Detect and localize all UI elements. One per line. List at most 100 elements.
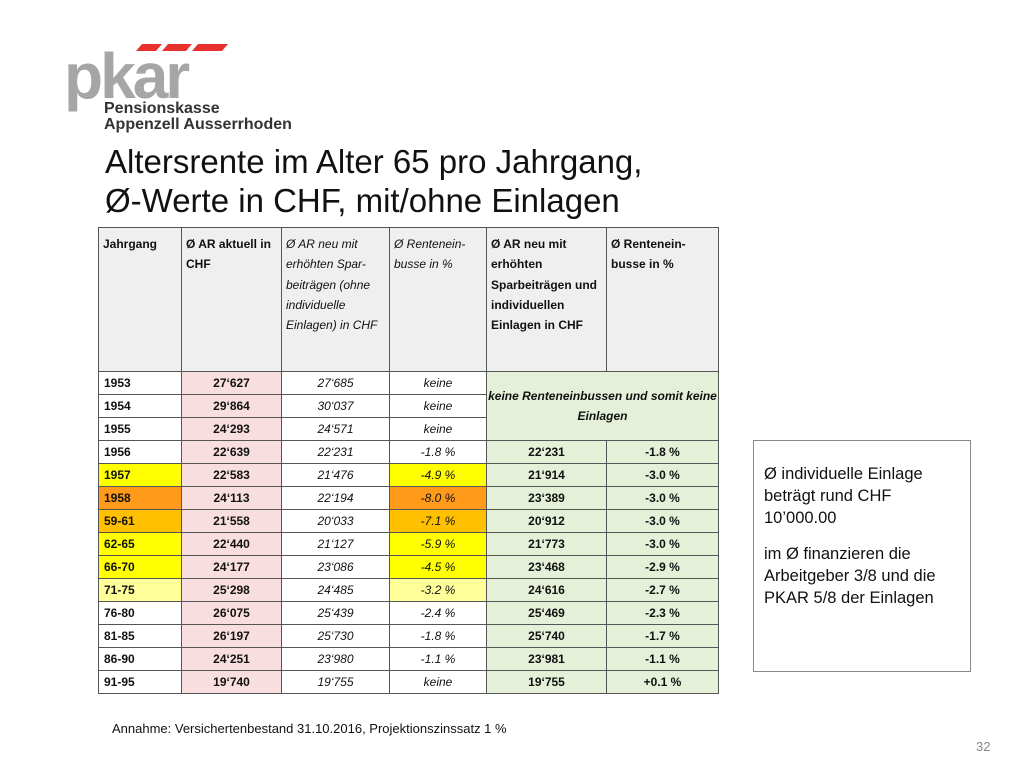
cell-ar-einlagen: 21‘773 <box>486 532 607 556</box>
cell-ar-einlagen: 22‘231 <box>486 440 607 464</box>
cell-ar-neu: 22‘194 <box>281 486 390 510</box>
cell-einbusse: keine <box>389 670 487 694</box>
cell-ar-aktuell: 24‘293 <box>181 417 282 441</box>
cell-ar-neu: 21‘127 <box>281 532 390 556</box>
cell-einbusse-2: -3.0 % <box>606 532 719 556</box>
cell-jahrgang: 81-85 <box>98 624 182 648</box>
cell-jahrgang: 91-95 <box>98 670 182 694</box>
cell-jahrgang: 66-70 <box>98 555 182 579</box>
table-row: 1953 27‘627 27‘685 keine keine Renteneinbuss… <box>98 371 719 441</box>
table-body: 1953 27‘627 27‘685 keine keine Renteneinbuss… <box>98 371 719 694</box>
logo: pkar Pensionskasse Appenzell Ausserrhode… <box>64 40 294 140</box>
cell-ar-einlagen: 20‘912 <box>486 509 607 533</box>
cell-ar-neu: 27‘685 <box>281 371 390 395</box>
cell-einbusse: -4.5 % <box>389 555 487 579</box>
header-ar-einlagen: Ø AR neu mit erhöhten Sparbeiträgen und … <box>486 227 607 372</box>
cell-ar-aktuell: 22‘639 <box>181 440 282 464</box>
cell-einbusse: -4.9 % <box>389 463 487 487</box>
title-line-1: Altersrente im Alter 65 pro Jahrgang, <box>105 143 643 180</box>
cell-jahrgang: 1957 <box>98 463 182 487</box>
cell-einbusse: -2.4 % <box>389 601 487 625</box>
cell-ar-aktuell: 24‘177 <box>181 555 282 579</box>
cell-einbusse: keine <box>389 371 487 395</box>
cell-ar-aktuell: 25‘298 <box>181 578 282 602</box>
page-number: 32 <box>976 739 991 754</box>
cell-ar-neu: 25‘730 <box>281 624 390 648</box>
table-row: 76-80 26‘075 25‘439 -2.4 % 25‘469 -2.3 % <box>98 601 719 625</box>
cell-ar-neu: 24‘485 <box>281 578 390 602</box>
cell-ar-aktuell: 22‘440 <box>181 532 282 556</box>
cell-einbusse-2: -1.8 % <box>606 440 719 464</box>
cell-einbusse: -1.1 % <box>389 647 487 671</box>
cell-ar-aktuell: 27‘627 <box>181 371 282 395</box>
cell-einbusse: -8.0 % <box>389 486 487 510</box>
header-einbusse-2: Ø Rentenein-busse in % <box>606 227 719 372</box>
cell-einbusse-2: -2.7 % <box>606 578 719 602</box>
table-row: 62-65 22‘440 21‘127 -5.9 % 21‘773 -3.0 % <box>98 532 719 556</box>
cell-ar-einlagen: 19‘755 <box>486 670 607 694</box>
table-row: 91-95 19‘740 19‘755 keine 19‘755 +0.1 % <box>98 670 719 694</box>
cell-einbusse-2: -2.3 % <box>606 601 719 625</box>
table-row: 1957 22‘583 21‘476 -4.9 % 21‘914 -3.0 % <box>98 463 719 487</box>
cell-einbusse: -3.2 % <box>389 578 487 602</box>
cell-einbusse-2: +0.1 % <box>606 670 719 694</box>
cell-einbusse: -1.8 % <box>389 440 487 464</box>
pension-table: Jahrgang Ø AR aktuell in CHF Ø AR neu mi… <box>98 227 719 694</box>
cell-ar-neu: 20‘033 <box>281 509 390 533</box>
cell-einbusse-2: -2.9 % <box>606 555 719 579</box>
table-row: 1958 24‘113 22‘194 -8.0 % 23‘389 -3.0 % <box>98 486 719 510</box>
info-box-paragraph-2: im Ø finanzieren die Arbeitgeber 3/8 und… <box>764 545 936 607</box>
cell-ar-neu: 23‘980 <box>281 647 390 671</box>
cell-einbusse-2: -1.7 % <box>606 624 719 648</box>
table-row: 86-90 24‘251 23‘980 -1.1 % 23‘981 -1.1 % <box>98 647 719 671</box>
cell-ar-einlagen: 23‘468 <box>486 555 607 579</box>
info-box-paragraph-1: Ø individuelle Einlage beträgt rund CHF … <box>764 465 923 527</box>
table-row: 81-85 26‘197 25‘730 -1.8 % 25‘740 -1.7 % <box>98 624 719 648</box>
cell-ar-einlagen: 25‘469 <box>486 601 607 625</box>
cell-ar-einlagen: 25‘740 <box>486 624 607 648</box>
cell-ar-neu: 21‘476 <box>281 463 390 487</box>
cell-einbusse-2: -3.0 % <box>606 463 719 487</box>
cell-ar-neu: 22‘231 <box>281 440 390 464</box>
cell-einbusse-2: -1.1 % <box>606 647 719 671</box>
cell-ar-neu: 24‘571 <box>281 417 390 441</box>
cell-ar-aktuell: 24‘251 <box>181 647 282 671</box>
page-title: Altersrente im Alter 65 pro Jahrgang, Ø-… <box>105 142 745 220</box>
logo-line-2: Appenzell Ausserrhoden <box>104 116 292 133</box>
cell-einbusse: -1.8 % <box>389 624 487 648</box>
cell-ar-neu: 19‘755 <box>281 670 390 694</box>
cell-einbusse: keine <box>389 417 487 441</box>
cell-einbusse-2: -3.0 % <box>606 486 719 510</box>
cell-jahrgang: 59-61 <box>98 509 182 533</box>
merged-note-cell: keine Renteneinbussen und somit keine Ei… <box>486 371 719 441</box>
cell-ar-aktuell: 29‘864 <box>181 394 282 418</box>
logo-line-1: Pensionskasse <box>104 100 220 117</box>
cell-jahrgang: 76-80 <box>98 601 182 625</box>
header-ar-neu: Ø AR neu mit erhöhten Spar-beiträgen (oh… <box>281 227 390 372</box>
cell-ar-einlagen: 24‘616 <box>486 578 607 602</box>
header-einbusse: Ø Rentenein-busse in % <box>389 227 487 372</box>
cell-ar-aktuell: 24‘113 <box>181 486 282 510</box>
info-box: Ø individuelle Einlage beträgt rund CHF … <box>753 440 971 672</box>
cell-ar-neu: 30‘037 <box>281 394 390 418</box>
table-row: 1956 22‘639 22‘231 -1.8 % 22‘231 -1.8 % <box>98 440 719 464</box>
pkar-logo-mark: pkar <box>64 40 228 112</box>
cell-einbusse-2: -3.0 % <box>606 509 719 533</box>
table-header-row: Jahrgang Ø AR aktuell in CHF Ø AR neu mi… <box>98 227 719 372</box>
table-row: 71-75 25‘298 24‘485 -3.2 % 24‘616 -2.7 % <box>98 578 719 602</box>
cell-ar-aktuell: 21‘558 <box>181 509 282 533</box>
cell-ar-aktuell: 19‘740 <box>181 670 282 694</box>
cell-jahrgang: 1953 <box>98 371 182 395</box>
cell-jahrgang: 86-90 <box>98 647 182 671</box>
table-row: 66-70 24‘177 23‘086 -4.5 % 23‘468 -2.9 % <box>98 555 719 579</box>
cell-ar-aktuell: 22‘583 <box>181 463 282 487</box>
logo-red-dash <box>136 44 162 51</box>
cell-ar-neu: 23‘086 <box>281 555 390 579</box>
cell-ar-aktuell: 26‘075 <box>181 601 282 625</box>
footnote: Annahme: Versichertenbestand 31.10.2016,… <box>112 721 507 736</box>
cell-jahrgang: 1955 <box>98 417 182 441</box>
header-jahrgang: Jahrgang <box>98 227 182 372</box>
cell-einbusse: keine <box>389 394 487 418</box>
cell-jahrgang: 1956 <box>98 440 182 464</box>
cell-ar-einlagen: 21‘914 <box>486 463 607 487</box>
